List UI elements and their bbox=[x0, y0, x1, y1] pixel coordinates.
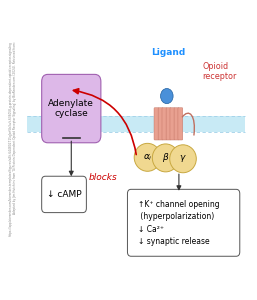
FancyBboxPatch shape bbox=[42, 176, 86, 213]
FancyBboxPatch shape bbox=[162, 108, 167, 140]
Text: $\alpha_i$: $\alpha_i$ bbox=[143, 152, 152, 163]
Text: Adenylate
cyclase: Adenylate cyclase bbox=[48, 99, 94, 118]
Circle shape bbox=[161, 88, 173, 104]
Ellipse shape bbox=[134, 143, 161, 171]
FancyBboxPatch shape bbox=[154, 108, 159, 140]
Text: blocks: blocks bbox=[89, 173, 118, 182]
Text: $\gamma$: $\gamma$ bbox=[179, 153, 187, 164]
Text: ↓ cAMP: ↓ cAMP bbox=[47, 190, 81, 199]
Text: Adapted by Jim Hutchins from 'Gi Protein-Dependent Opioid Receptor Signaling' by: Adapted by Jim Hutchins from 'Gi Protein… bbox=[13, 41, 17, 214]
FancyBboxPatch shape bbox=[166, 108, 171, 140]
FancyBboxPatch shape bbox=[42, 74, 101, 143]
FancyBboxPatch shape bbox=[178, 108, 183, 140]
Text: ↑K⁺ channel opening
 (hyperpolarization)
↓ Ca²⁺
↓ synaptic release: ↑K⁺ channel opening (hyperpolarization) … bbox=[138, 200, 220, 246]
FancyBboxPatch shape bbox=[27, 116, 245, 132]
Text: Opioid
receptor: Opioid receptor bbox=[202, 62, 237, 81]
FancyBboxPatch shape bbox=[174, 108, 179, 140]
Text: $\beta$: $\beta$ bbox=[162, 152, 169, 164]
FancyBboxPatch shape bbox=[158, 108, 163, 140]
Text: https://app.biorender.com/biorender-templates/figures/all/t-644802715qjbrt5b3u/t: https://app.biorender.com/biorender-temp… bbox=[9, 41, 13, 236]
Ellipse shape bbox=[152, 144, 179, 172]
FancyBboxPatch shape bbox=[127, 189, 240, 256]
FancyBboxPatch shape bbox=[170, 108, 175, 140]
Text: Ligand: Ligand bbox=[151, 48, 186, 57]
Ellipse shape bbox=[170, 145, 196, 173]
